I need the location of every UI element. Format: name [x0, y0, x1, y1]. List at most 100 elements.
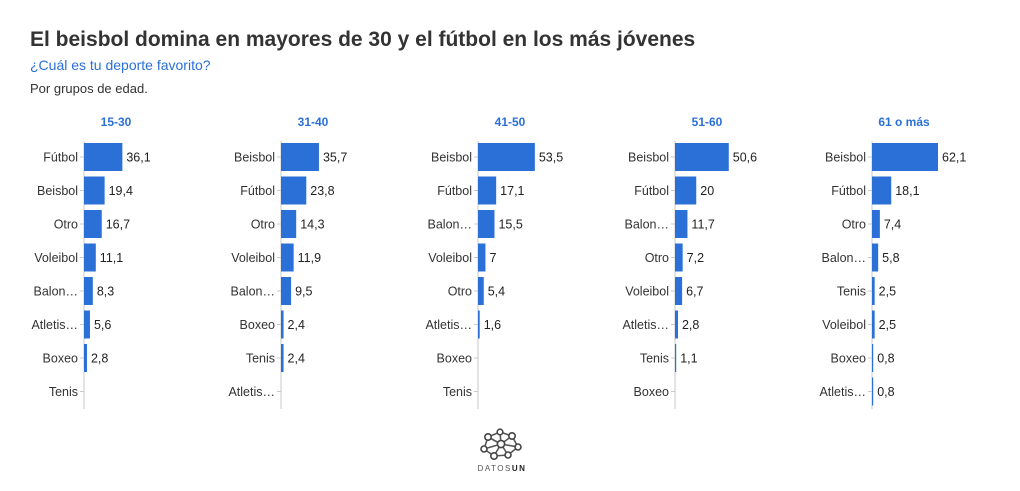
- value-label: 2,4: [288, 352, 305, 366]
- value-label: 1,1: [680, 352, 697, 366]
- category-label: Beisbol: [431, 151, 472, 165]
- bar: [281, 176, 307, 205]
- category-label: Tenis: [837, 285, 866, 299]
- bar: [478, 243, 486, 272]
- panel-title: 51-60: [692, 115, 723, 129]
- logo-text-bold: UN: [511, 464, 527, 473]
- category-label: Atletis…: [425, 318, 472, 332]
- value-label: 9,5: [295, 285, 312, 299]
- category-label: Balon…: [231, 285, 275, 299]
- category-label: Fútbol: [240, 184, 275, 198]
- category-label: Boxeo: [437, 352, 472, 366]
- panel-title: 31-40: [298, 115, 329, 129]
- category-label: Voleibol: [34, 251, 78, 265]
- value-label: 0,8: [877, 385, 894, 399]
- category-label: Otro: [645, 251, 669, 265]
- value-label: 20: [700, 184, 714, 198]
- category-label: Boxeo: [240, 318, 275, 332]
- category-label: Balon…: [428, 218, 472, 232]
- value-label: 7,4: [884, 218, 901, 232]
- value-label: 2,8: [91, 352, 108, 366]
- category-label: Balon…: [34, 285, 78, 299]
- value-label: 14,3: [300, 218, 324, 232]
- value-label: 16,7: [106, 218, 130, 232]
- category-label: Fútbol: [634, 184, 669, 198]
- category-label: Atletis…: [228, 385, 275, 399]
- category-label: Tenis: [49, 385, 78, 399]
- category-label: Tenis: [246, 352, 275, 366]
- bar: [281, 277, 292, 305]
- datosun-logo: DATOSUN: [470, 428, 534, 480]
- bar: [872, 143, 938, 171]
- category-label: Boxeo: [43, 352, 78, 366]
- category-label: Tenis: [640, 352, 669, 366]
- value-label: 2,5: [879, 285, 896, 299]
- value-label: 1,6: [484, 318, 501, 332]
- logo-text: DATOSUN: [470, 464, 534, 473]
- bar: [478, 210, 495, 238]
- category-label: Fútbol: [831, 184, 866, 198]
- category-label: Boxeo: [831, 352, 866, 366]
- bar: [84, 176, 105, 205]
- logo-text-light: DATOS: [477, 464, 512, 473]
- category-label: Atletis…: [622, 318, 669, 332]
- category-label: Otro: [842, 218, 866, 232]
- bar: [281, 344, 284, 372]
- value-label: 6,7: [686, 285, 703, 299]
- value-label: 5,6: [94, 318, 111, 332]
- chart-title: El beisbol domina en mayores de 30 y el …: [30, 28, 696, 51]
- bar: [281, 310, 284, 339]
- value-label: 11,7: [691, 218, 714, 232]
- bar: [84, 210, 102, 238]
- bar: [872, 210, 880, 238]
- category-label: Otro: [448, 285, 472, 299]
- bar: [281, 143, 319, 171]
- bar: [281, 210, 297, 238]
- bar: [478, 277, 484, 305]
- value-label: 5,4: [488, 285, 505, 299]
- category-label: Balon…: [625, 218, 669, 232]
- bar: [478, 310, 480, 339]
- bar: [872, 243, 879, 272]
- bar: [84, 143, 123, 171]
- category-label: Tenis: [443, 385, 472, 399]
- bar: [84, 243, 96, 272]
- value-label: 11,1: [100, 251, 123, 265]
- category-label: Voleibol: [231, 251, 275, 265]
- category-label: Voleibol: [625, 285, 669, 299]
- value-label: 35,7: [323, 151, 347, 165]
- category-label: Boxeo: [634, 385, 669, 399]
- value-label: 23,8: [310, 184, 334, 198]
- value-label: 53,5: [539, 151, 563, 165]
- bar: [478, 143, 535, 171]
- value-label: 8,3: [97, 285, 114, 299]
- bar: [84, 310, 90, 339]
- bar: [675, 310, 678, 339]
- value-label: 17,1: [500, 184, 524, 198]
- value-label: 50,6: [733, 151, 757, 165]
- bar: [872, 377, 874, 406]
- bar: [872, 277, 875, 305]
- bar: [872, 310, 875, 339]
- value-label: 36,1: [126, 151, 150, 165]
- category-label: Otro: [54, 218, 78, 232]
- category-label: Otro: [251, 218, 275, 232]
- value-label: 2,8: [682, 318, 699, 332]
- value-label: 2,4: [288, 318, 305, 332]
- bar: [675, 210, 688, 238]
- bar: [84, 344, 87, 372]
- panel-title: 41-50: [495, 115, 526, 129]
- value-label: 5,8: [882, 251, 899, 265]
- bar: [675, 176, 697, 205]
- bar: [872, 344, 874, 372]
- bar: [675, 243, 683, 272]
- value-label: 62,1: [942, 151, 966, 165]
- category-label: Balon…: [822, 251, 866, 265]
- category-label: Beisbol: [234, 151, 275, 165]
- bar: [675, 344, 677, 372]
- value-label: 19,4: [109, 184, 133, 198]
- value-label: 11,9: [298, 251, 321, 265]
- value-label: 7: [489, 251, 496, 265]
- category-label: Voleibol: [428, 251, 472, 265]
- bar: [84, 277, 93, 305]
